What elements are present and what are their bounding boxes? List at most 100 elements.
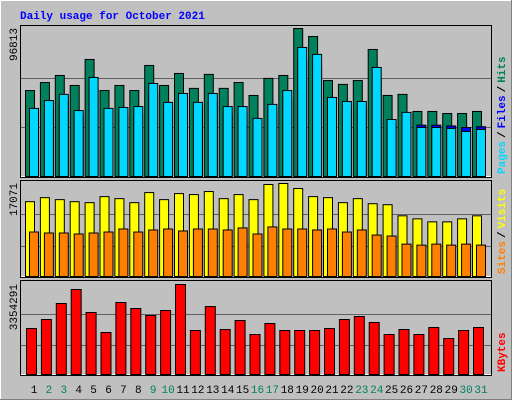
- bar: [163, 101, 174, 177]
- bar: [461, 243, 472, 278]
- x-tick-label: 18: [281, 385, 294, 397]
- bar: [148, 229, 159, 277]
- bar: [55, 302, 67, 376]
- bar: [237, 106, 248, 177]
- bar: [70, 288, 82, 375]
- bar: [204, 306, 216, 375]
- bar: [327, 228, 337, 278]
- legend-entry: Files: [497, 95, 509, 128]
- bar: [73, 110, 84, 177]
- legend: KBytes: [497, 332, 509, 372]
- bar: [341, 231, 352, 277]
- bar: [356, 229, 367, 277]
- bar: [175, 284, 186, 375]
- bar: [458, 329, 470, 376]
- bar: [353, 315, 365, 376]
- bar: [100, 331, 112, 375]
- bar: [192, 101, 203, 177]
- bar: [237, 227, 248, 278]
- bar: [133, 106, 144, 177]
- bar: [222, 229, 233, 277]
- bar: [222, 106, 233, 177]
- x-tick-label: 1: [31, 385, 38, 397]
- bar: [264, 322, 276, 376]
- bar: [267, 103, 278, 177]
- bar: [324, 328, 335, 376]
- bar: [103, 231, 114, 277]
- legend: Pages / Files / Hits: [497, 56, 509, 174]
- bar: [178, 92, 188, 177]
- legend-separator: /: [497, 85, 509, 92]
- y-tick-label: 3354291: [9, 284, 21, 331]
- x-tick-label: 25: [385, 385, 398, 397]
- bar: [249, 334, 261, 376]
- legend-separator: /: [497, 131, 509, 138]
- bar: [368, 321, 380, 376]
- bar: [446, 127, 457, 178]
- x-tick-label: 8: [135, 385, 142, 397]
- bar: [234, 320, 246, 375]
- x-tick-label: 19: [296, 385, 309, 397]
- y-tick-label: 17071: [9, 183, 21, 216]
- bar: [130, 307, 142, 375]
- bar: [461, 130, 472, 178]
- bar: [279, 329, 291, 376]
- x-tick-label: 24: [370, 385, 384, 397]
- bar: [413, 334, 425, 376]
- bar: [160, 309, 172, 376]
- bar: [312, 53, 323, 177]
- x-tick-label: 13: [206, 385, 219, 397]
- bar: [189, 329, 201, 376]
- chart-title: Daily usage for October 2021: [20, 11, 205, 23]
- bar: [371, 234, 382, 278]
- bar: [163, 228, 174, 278]
- x-tick-label: 21: [325, 385, 339, 397]
- legend-entry: KBytes: [497, 332, 509, 372]
- bar: [148, 82, 159, 177]
- x-tick-label: 10: [161, 385, 174, 397]
- bar: [443, 337, 455, 375]
- bar: [309, 329, 321, 376]
- bar: [145, 314, 157, 376]
- bar: [327, 96, 337, 177]
- bar: [473, 327, 484, 375]
- bar: [103, 107, 114, 177]
- bar: [398, 328, 410, 376]
- bar: [43, 232, 54, 278]
- bar: [219, 328, 231, 376]
- x-tick-label: 2: [46, 385, 53, 397]
- x-tick-label: 5: [90, 385, 97, 397]
- x-tick-label: 28: [430, 385, 443, 397]
- bar: [476, 128, 486, 178]
- bar: [58, 232, 69, 278]
- x-tick-label: 15: [236, 385, 249, 397]
- bar: [88, 232, 99, 278]
- bar: [476, 244, 486, 277]
- x-tick-label: 26: [400, 385, 413, 397]
- bar: [416, 126, 427, 177]
- bar: [416, 244, 427, 277]
- bar: [431, 243, 442, 278]
- x-tick-label: 4: [75, 385, 82, 397]
- bar: [29, 107, 39, 177]
- bar: [43, 100, 54, 177]
- x-tick-label: 29: [445, 385, 458, 397]
- bar: [428, 327, 440, 375]
- bar: [386, 235, 397, 277]
- x-tick-label: 3: [60, 385, 67, 397]
- x-tick-label: 9: [150, 385, 157, 397]
- x-tick-label: 16: [251, 385, 264, 397]
- legend-separator: /: [497, 231, 509, 238]
- bar: [133, 231, 144, 277]
- bar: [40, 319, 52, 375]
- bar: [178, 230, 188, 277]
- bar: [192, 228, 203, 278]
- x-tick-label: 7: [120, 385, 127, 397]
- bar: [118, 228, 129, 278]
- bar: [58, 93, 69, 177]
- legend: Sites / Visits: [497, 189, 509, 274]
- legend-entry: Sites: [497, 241, 509, 274]
- legend-entry: Hits: [497, 56, 509, 82]
